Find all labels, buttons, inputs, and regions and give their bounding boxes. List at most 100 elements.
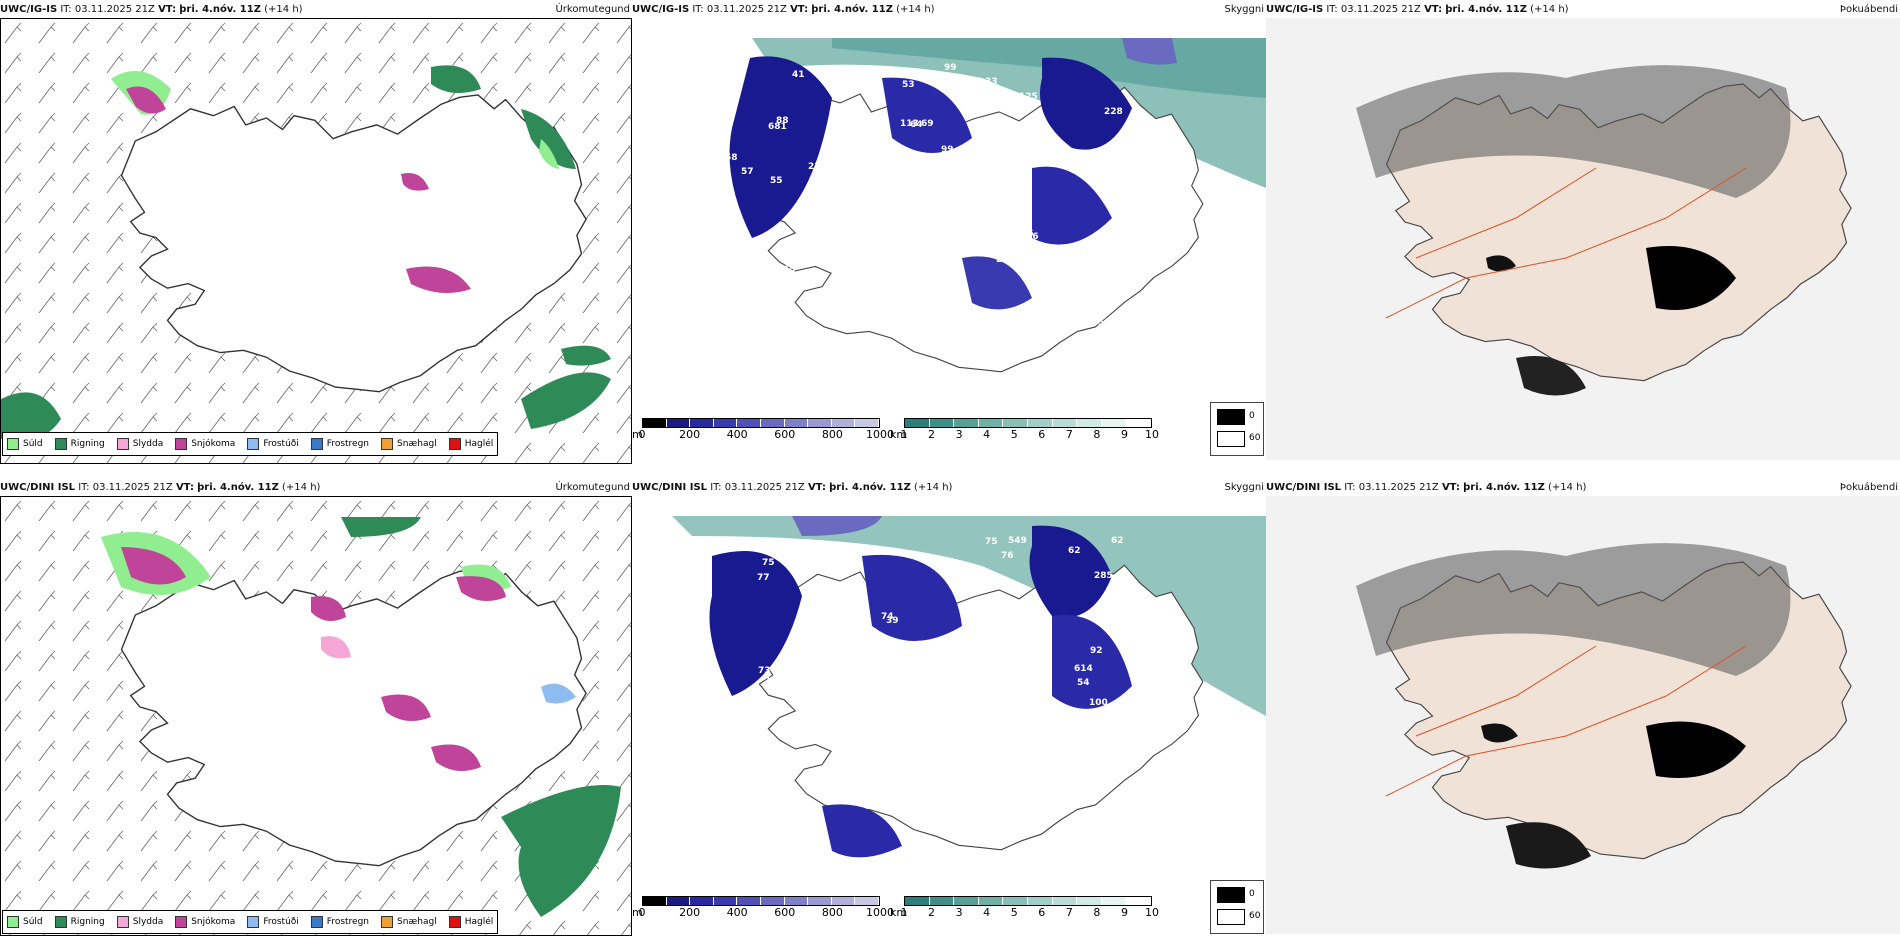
cloud-height-label: 96 bbox=[1093, 288, 1106, 298]
lead-time: (+14 h) bbox=[1530, 4, 1569, 15]
legend-item: Snjókoma bbox=[175, 438, 235, 450]
cloud-height-label: 76 bbox=[1001, 551, 1014, 561]
model-name: UWC/IG-IS bbox=[1266, 4, 1324, 15]
cloud-height-label: 233 bbox=[808, 162, 827, 172]
colorbar-tick: 1000 bbox=[866, 906, 894, 919]
precip-map[interactable] bbox=[0, 18, 632, 464]
colorbar-cell bbox=[808, 897, 832, 905]
legend-item: Snjókoma bbox=[175, 916, 235, 928]
colorbar-tick: 2 bbox=[928, 428, 936, 441]
precip-map[interactable] bbox=[0, 496, 632, 936]
precip-snow bbox=[311, 596, 346, 621]
cloud-height-label: 125 bbox=[1019, 92, 1038, 102]
cloud-height-label: 62 bbox=[1111, 536, 1124, 546]
cloud-height-label: 53 bbox=[1098, 318, 1111, 328]
cloud-height-label: 147 bbox=[918, 207, 937, 217]
fog-map[interactable] bbox=[1266, 496, 1900, 934]
precip-snow bbox=[406, 266, 471, 293]
colorbar-cell bbox=[831, 897, 856, 905]
cloud-height-label: 58 bbox=[879, 745, 892, 755]
valid-time: þri. 4.nóv. 11Z bbox=[197, 482, 279, 493]
fog-panel: UWC/IG-IS IT: 03.11.2025 21Z VT: þri. 4.… bbox=[1266, 0, 1900, 460]
colorbar-cell bbox=[1052, 897, 1078, 905]
low-cloud-area bbox=[822, 804, 902, 858]
colorbar-tick: 3 bbox=[955, 428, 963, 441]
precip-snow bbox=[431, 744, 481, 771]
colorbar-tick: 9 bbox=[1120, 428, 1128, 441]
colorbar-tick: 3 bbox=[955, 906, 963, 919]
cloud-height-label: 101 bbox=[992, 751, 1011, 761]
colorbar-tick: 10 bbox=[1145, 428, 1159, 441]
colorbar-tick: 5 bbox=[1010, 906, 1018, 919]
legend-swatch bbox=[448, 438, 461, 450]
legend-item: Frostúði bbox=[247, 916, 299, 928]
cloud-height-label: 33 bbox=[985, 77, 998, 87]
legend-swatch bbox=[247, 438, 260, 450]
cloud-height-label: 55 bbox=[817, 566, 830, 576]
legend-item: Slydda bbox=[116, 438, 163, 450]
colorbar-tick: 2 bbox=[928, 906, 936, 919]
colorbar-cell bbox=[954, 419, 979, 427]
colorbar-tick: 800 bbox=[821, 906, 843, 919]
cloud-height-label: 169 bbox=[919, 749, 938, 759]
cloud-height-label: 64 bbox=[1088, 773, 1101, 783]
precip-freezing-drizzle bbox=[541, 683, 576, 704]
colorbar-cell bbox=[1077, 897, 1102, 905]
colorbar-tick: 6 bbox=[1038, 428, 1046, 441]
colorbar-tick: 8 bbox=[1093, 906, 1101, 919]
legend-item: Súld bbox=[7, 438, 43, 450]
cloud-height-label: 86 bbox=[1021, 229, 1034, 239]
cloud-height-label: 69 bbox=[921, 119, 934, 129]
cloud-height-label: 81 bbox=[1104, 144, 1117, 154]
vt-label: VT: bbox=[175, 482, 194, 493]
dense-fog-area bbox=[1486, 255, 1516, 272]
cloud-height-label: 146 bbox=[898, 282, 917, 292]
cloud-map[interactable]: 147 681 990 372 47 66 33 69 42 48 41 53 55 228 57 95 155… bbox=[632, 18, 1266, 418]
panel-header: UWC/IG-IS IT: 03.11.2025 21Z VT: þri. 4.… bbox=[1266, 0, 1569, 20]
cloud-map[interactable]: 127 54 53 53 39 72 58 76 59 68 77 73 75 64 58 92 136 52 74… bbox=[632, 496, 1266, 896]
precip-rain bbox=[521, 372, 611, 429]
colorbar-cell bbox=[784, 419, 809, 427]
visibility-unit: km bbox=[890, 906, 908, 919]
cloud-height-label: 67 bbox=[754, 306, 767, 316]
it-label: IT: bbox=[78, 482, 90, 493]
colorbar-tick: 1 bbox=[900, 906, 908, 919]
precip-snow bbox=[456, 576, 506, 601]
cloud-height-label: 57 bbox=[1015, 715, 1028, 725]
legend-white-swatch bbox=[1217, 909, 1245, 925]
cloud-vis-panel: UWC/DINI ISL IT: 03.11.2025 21Z VT: þri.… bbox=[632, 478, 1266, 938]
legend-swatch bbox=[381, 438, 394, 450]
init-time: 03.11.2025 21Z bbox=[706, 4, 787, 15]
cloud-height-label: 77 bbox=[757, 573, 770, 583]
colorbar-cell bbox=[1003, 897, 1028, 905]
dense-fog-area bbox=[1646, 246, 1736, 310]
colorbar-tick: 600 bbox=[774, 428, 796, 441]
colorbar-tick: 10 bbox=[1145, 906, 1159, 919]
panel-header: UWC/IG-IS IT: 03.11.2025 21Z VT: þri. 4.… bbox=[0, 0, 303, 20]
cloud-height-label: 228 bbox=[1104, 107, 1123, 117]
legend-item: Haglél bbox=[448, 438, 493, 450]
colorbar-cell bbox=[855, 419, 879, 427]
colorbar-cell bbox=[1027, 419, 1053, 427]
vt-label: VT: bbox=[1441, 482, 1460, 493]
precip-snow bbox=[121, 547, 186, 585]
visibility-colorbar-cells bbox=[904, 418, 1152, 428]
cloud-height-label: 66 bbox=[836, 267, 849, 277]
panel-title: Skyggni bbox=[1224, 4, 1264, 15]
lead-time: (+14 h) bbox=[1548, 482, 1587, 493]
cloud-height-label: 134 bbox=[765, 675, 784, 685]
cloud-height-label: 58 bbox=[725, 153, 738, 163]
low-cloud-area bbox=[729, 56, 832, 239]
fog-map[interactable] bbox=[1266, 18, 1900, 460]
colorbar-tick: 8 bbox=[1093, 428, 1101, 441]
fog-legend: 0 60 bbox=[1210, 402, 1264, 456]
colorbar-cell bbox=[713, 897, 738, 905]
legend-swatch bbox=[310, 438, 323, 450]
legend-item: Frostregn bbox=[310, 916, 369, 928]
low-cloud-area bbox=[862, 554, 962, 641]
valid-time: þri. 4.nóv. 11Z bbox=[1463, 482, 1545, 493]
cloud-height-label: 169 bbox=[941, 781, 960, 791]
colorbar-cell bbox=[643, 897, 667, 905]
height-colorbar: m 0 200 400 600 800 1000 bbox=[632, 418, 894, 448]
legend-swatch bbox=[247, 916, 260, 928]
